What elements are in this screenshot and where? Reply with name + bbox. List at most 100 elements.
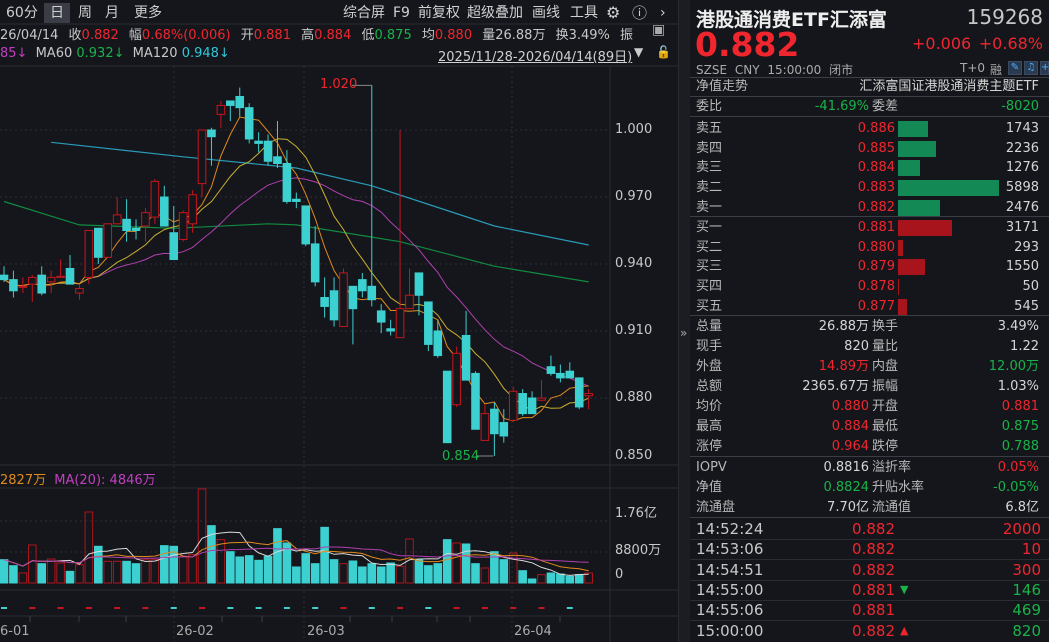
volume-bar — [565, 575, 575, 584]
period-more[interactable]: 更多 — [134, 5, 162, 21]
date-range-selector[interactable]: 2025/11/28-2026/04/14(89日) — [438, 50, 633, 65]
bid-level-row[interactable]: 买五 0.877 545 — [690, 297, 1049, 316]
ask-level-row[interactable]: 卖四 0.885 2236 — [690, 139, 1049, 158]
candle-down — [358, 279, 367, 292]
stat-value: 0.788 — [1001, 439, 1039, 454]
bid-level-row[interactable]: 买四 0.878 50 — [690, 277, 1049, 296]
gear-icon[interactable]: ⚙ — [606, 3, 621, 22]
period-60min[interactable]: 60分 — [6, 5, 38, 21]
level-volume-bar — [898, 298, 908, 315]
add-icon[interactable]: + — [1040, 61, 1049, 75]
dropdown-triangle-icon[interactable]: ▼ — [634, 45, 644, 59]
wp-monitor-icon[interactable]: ▣ — [652, 22, 666, 38]
composite-screen-button[interactable]: 综合屏 — [343, 5, 385, 21]
lock-icon[interactable]: 🔓 — [656, 45, 671, 59]
candle-down — [527, 397, 537, 415]
forward-adjust-button[interactable]: 前复权 — [418, 5, 460, 21]
indicator-bar — [142, 607, 149, 609]
quote-time: 15:00:00 — [767, 63, 822, 77]
margin-badge: 融 — [990, 63, 1003, 77]
chevron-right-icon[interactable]: › — [660, 5, 666, 21]
price-axis-label: 0.910 — [615, 323, 653, 338]
market-info: SZSE CNY 15:00:00 闭市 — [696, 61, 853, 78]
ask-level-row[interactable]: 卖一 0.882 2476 — [690, 198, 1049, 217]
tick-qty: 300 — [1012, 560, 1041, 579]
kline-panel: 60分 日 周 月 更多 综合屏 F9 前复权 超级叠加 画线 工具 ⚙ ⓘ ›… — [0, 0, 678, 642]
period-week[interactable]: 周 — [78, 5, 92, 21]
volume-bar — [254, 559, 263, 584]
candle-down — [292, 198, 301, 202]
nav-trend-label[interactable]: 净值走势 — [696, 79, 749, 94]
volume-bar — [112, 560, 122, 584]
low-label: 低 — [361, 28, 375, 43]
bid-level-row[interactable]: 买一 0.881 3171 — [690, 218, 1049, 237]
volume-bar — [433, 563, 443, 584]
price-change-pct: +0.68% — [978, 34, 1043, 53]
volume-bar — [122, 560, 131, 584]
change-value: 0.68%(0.006) — [141, 28, 231, 43]
level-label: 卖三 — [696, 160, 723, 176]
tools-button[interactable]: 工具 — [570, 5, 598, 21]
level-price: 0.879 — [857, 259, 895, 275]
level-volume-bar — [898, 259, 925, 276]
f9-button[interactable]: F9 — [393, 5, 410, 21]
security-code: 159268 — [966, 5, 1043, 29]
tick-row: 14:54:51 0.882 300 — [690, 560, 1049, 581]
volume-bar — [442, 539, 452, 584]
ma120-line — [51, 141, 589, 246]
collapse-sidebar-button[interactable]: » — [680, 326, 688, 340]
super-overlay-button[interactable]: 超级叠加 — [467, 5, 523, 21]
x-axis-label: 26-03 — [307, 624, 345, 639]
candle-up — [18, 285, 28, 288]
high-annotation: 1.020 — [320, 77, 358, 92]
ma120-label: MA120 — [132, 46, 178, 61]
level-qty: 3171 — [1005, 220, 1039, 235]
volume-bar — [508, 552, 518, 584]
level-qty: 2236 — [1005, 140, 1039, 156]
volume-bar — [292, 566, 301, 584]
period-month[interactable]: 月 — [105, 5, 119, 21]
indicator-bar — [114, 607, 121, 609]
ask-level-row[interactable]: 卖三 0.884 1276 — [690, 158, 1049, 177]
candle-down — [499, 422, 509, 437]
candle-down — [282, 162, 292, 202]
draw-line-button[interactable]: 画线 — [532, 5, 560, 21]
stat-label: IOPV — [696, 460, 727, 475]
volume-legend: 2827万 MA(20): 4846万 — [0, 469, 156, 488]
candle-up — [216, 104, 226, 115]
alert-bell-icon[interactable]: ♫ — [1024, 61, 1038, 75]
stat-label: 总额 — [696, 379, 723, 394]
x-axis-label: 26-02 — [176, 624, 214, 639]
stat-row: 总额 2365.67万 振幅 1.03% — [690, 377, 1049, 396]
kline-chart[interactable] — [0, 0, 678, 642]
candle-up — [112, 214, 122, 225]
level-qty: 545 — [1014, 298, 1039, 314]
bid-level-row[interactable]: 买二 0.880 293 — [690, 238, 1049, 257]
volume-bar — [546, 572, 556, 584]
candle-down — [518, 393, 527, 415]
bid-level-row[interactable]: 买三 0.879 1550 — [690, 257, 1049, 276]
indicator-bar — [170, 607, 177, 609]
indicator-bar — [1, 607, 7, 609]
candle-down — [301, 205, 311, 245]
candle-down — [367, 285, 377, 301]
candle-down — [37, 274, 47, 294]
nav-trend-row[interactable]: 净值走势 汇添富国证港股通消费主题ETF — [690, 77, 1049, 96]
candle-up — [150, 180, 160, 218]
exchange: SZSE — [696, 63, 728, 77]
indicator-bar — [312, 607, 319, 609]
edit-icon[interactable]: ✎ — [1008, 61, 1022, 75]
volume-bar — [9, 565, 18, 584]
volume-bar — [386, 562, 395, 584]
volume-bar — [452, 542, 461, 584]
level-price: 0.881 — [857, 220, 895, 235]
candle-down — [414, 272, 424, 296]
candle-down — [556, 372, 565, 379]
volume-bar — [527, 578, 537, 584]
ask-level-row[interactable]: 卖二 0.883 5898 — [690, 178, 1049, 197]
period-day[interactable]: 日 — [44, 3, 70, 23]
help-icon[interactable]: ⓘ — [632, 4, 648, 22]
stat-label: 流通值 — [872, 500, 912, 515]
ask-level-row[interactable]: 卖五 0.886 1743 — [690, 119, 1049, 138]
candle-up — [46, 276, 56, 283]
